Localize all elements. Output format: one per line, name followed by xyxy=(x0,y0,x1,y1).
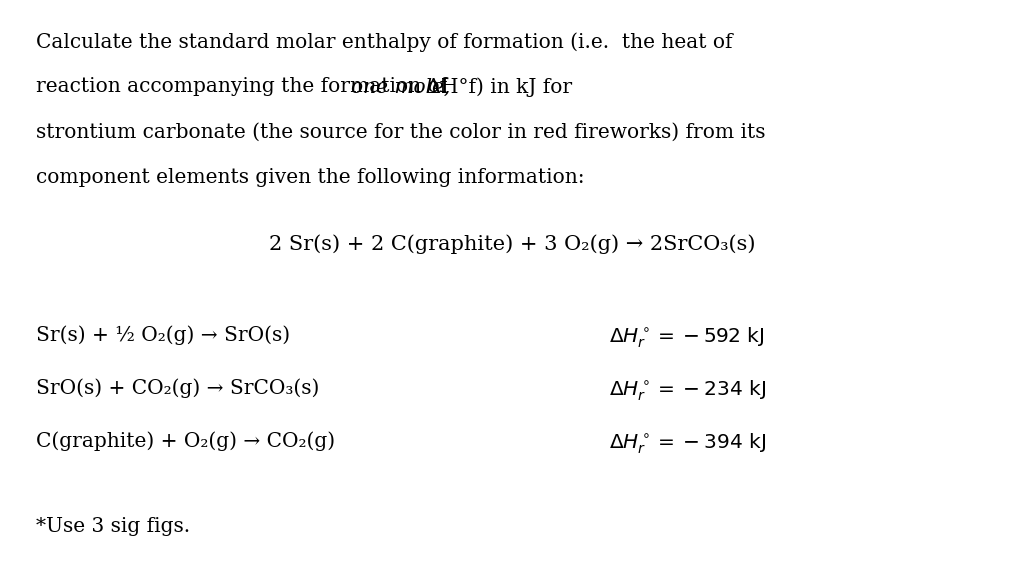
Text: SrO(s) + CO₂(g) → SrCO₃(s): SrO(s) + CO₂(g) → SrCO₃(s) xyxy=(36,379,319,398)
Text: reaction accompanying the formation of: reaction accompanying the formation of xyxy=(36,77,454,96)
Text: component elements given the following information:: component elements given the following i… xyxy=(36,168,585,187)
Text: $\Delta H_r^\circ = -394\ \mathrm{kJ}$: $\Delta H_r^\circ = -394\ \mathrm{kJ}$ xyxy=(609,431,766,456)
Text: one mole,: one mole, xyxy=(351,77,451,96)
Text: Sr(s) + ½ O₂(g) → SrO(s): Sr(s) + ½ O₂(g) → SrO(s) xyxy=(36,326,290,345)
Text: Calculate the standard molar enthalpy of formation (i.e.  the heat of: Calculate the standard molar enthalpy of… xyxy=(36,32,732,52)
Text: 2 Sr(s) + 2 C(graphite) + 3 O₂(g) → 2SrCO₃(s): 2 Sr(s) + 2 C(graphite) + 3 O₂(g) → 2SrC… xyxy=(268,235,756,255)
Text: $\Delta H_r^\circ = -234\ \mathrm{kJ}$: $\Delta H_r^\circ = -234\ \mathrm{kJ}$ xyxy=(609,379,766,403)
Text: C(graphite) + O₂(g) → CO₂(g): C(graphite) + O₂(g) → CO₂(g) xyxy=(36,431,335,451)
Text: *Use 3 sig figs.: *Use 3 sig figs. xyxy=(36,517,190,535)
Text: $\Delta H_r^\circ = -592\ \mathrm{kJ}$: $\Delta H_r^\circ = -592\ \mathrm{kJ}$ xyxy=(609,326,765,350)
Text: ΔH°f) in kJ for: ΔH°f) in kJ for xyxy=(420,77,572,97)
Text: strontium carbonate (the source for the color in red fireworks) from its: strontium carbonate (the source for the … xyxy=(36,123,765,141)
